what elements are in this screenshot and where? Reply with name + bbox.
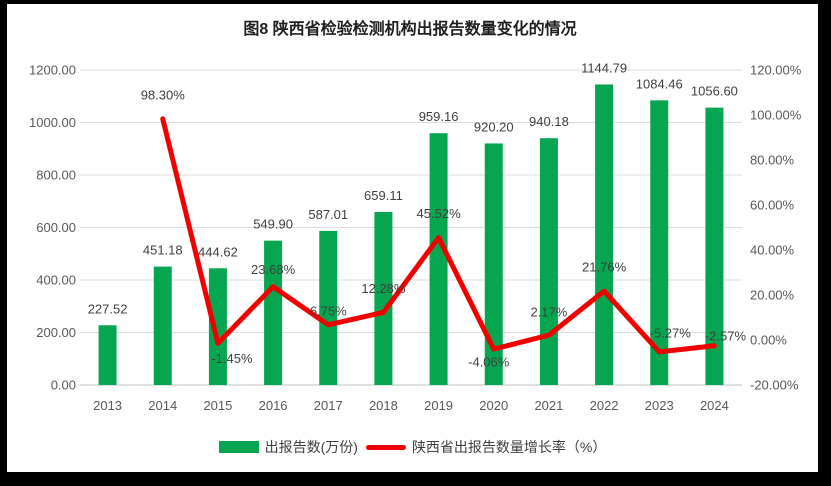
right-axis-tick-label: -20.00% <box>750 378 799 393</box>
bar-value-label: 549.90 <box>253 217 293 232</box>
right-axis-tick-label: 0.00% <box>750 333 787 348</box>
right-axis-tick-label: 60.00% <box>750 198 795 213</box>
left-axis-tick-label: 0.00 <box>51 378 76 393</box>
left-axis-tick-label: 800.00 <box>36 168 76 183</box>
legend-item-growth-rate: 陕西省出报告数量增长率（%） <box>365 437 607 457</box>
bar-value-label: 1084.46 <box>636 76 683 91</box>
left-axis-tick-label: 400.00 <box>36 273 76 288</box>
legend: 出报告数(万份) 陕西省出报告数量增长率（%） <box>7 437 818 457</box>
bar-value-label: 451.18 <box>143 243 183 258</box>
report-bar <box>484 143 503 385</box>
legend-line-label: 陕西省出报告数量增长率（%） <box>411 439 607 455</box>
year-label: 2024 <box>700 398 729 413</box>
report-bar <box>153 266 172 385</box>
growth-rate-label: -4.06% <box>468 355 510 370</box>
bar-value-label: 959.16 <box>419 109 459 124</box>
bar-value-label: 444.62 <box>198 244 238 259</box>
growth-rate-label: 12.28% <box>361 281 406 296</box>
bar-value-label: 1144.79 <box>581 60 627 75</box>
growth-rate-label: -2.57% <box>705 328 747 343</box>
growth-rate-label: 98.30% <box>141 87 186 102</box>
report-bar <box>705 107 724 385</box>
report-bar <box>429 133 448 385</box>
legend-line-swatch <box>365 444 406 450</box>
bar-value-label: 1056.60 <box>691 84 738 99</box>
year-label: 2020 <box>479 398 508 413</box>
report-bar <box>650 100 669 385</box>
year-label: 2018 <box>369 398 398 413</box>
growth-rate-label: 21.76% <box>582 260 627 275</box>
year-label: 2021 <box>534 398 563 413</box>
report-bar <box>264 240 283 385</box>
legend-item-reports: 出报告数(万份) <box>218 437 358 457</box>
report-bar <box>208 268 227 385</box>
left-axis-tick-label: 200.00 <box>36 325 76 340</box>
growth-rate-label: 2.17% <box>530 305 567 320</box>
growth-rate-label: 6.75% <box>310 303 347 318</box>
chart-title: 图8 陕西省检验检测机构出报告数量变化的情况 <box>243 19 576 38</box>
year-label: 2015 <box>203 398 232 413</box>
year-label: 2013 <box>93 398 122 413</box>
legend-bar-swatch <box>218 441 259 453</box>
right-axis-tick-label: 100.00% <box>750 108 802 123</box>
right-axis-tick-label: 20.00% <box>750 288 795 303</box>
report-bar <box>98 325 117 385</box>
left-axis-tick-label: 1000.00 <box>29 115 76 130</box>
report-bar <box>539 138 558 385</box>
bar-value-label: 227.52 <box>88 301 128 316</box>
chart-canvas <box>7 4 818 472</box>
legend-bar-label: 出报告数(万份) <box>264 439 358 455</box>
bar-value-label: 659.11 <box>364 188 403 203</box>
year-label: 2014 <box>148 398 177 413</box>
year-label: 2023 <box>645 398 674 413</box>
bar-value-label: 587.01 <box>308 207 348 222</box>
growth-rate-label: 23.68% <box>251 262 296 277</box>
growth-rate-label: -1.45% <box>211 351 253 366</box>
left-axis-tick-label: 600.00 <box>36 220 76 235</box>
growth-rate-label: 45.52% <box>417 206 462 221</box>
year-label: 2016 <box>259 398 288 413</box>
report-bar <box>319 230 338 385</box>
right-axis-tick-label: 120.00% <box>750 63 802 78</box>
report-bar <box>595 84 614 386</box>
left-axis-tick-label: 1200.00 <box>29 63 76 78</box>
year-label: 2019 <box>424 398 453 413</box>
year-label: 2022 <box>590 398 619 413</box>
growth-rate-line <box>160 116 717 355</box>
growth-rate-label: -5.27% <box>650 325 692 340</box>
year-label: 2017 <box>314 398 343 413</box>
report-bar <box>374 211 393 385</box>
right-axis-tick-label: 80.00% <box>750 153 795 168</box>
right-axis-tick-label: 40.00% <box>750 243 795 258</box>
bar-value-label: 940.18 <box>529 114 569 129</box>
bar-value-label: 920.20 <box>474 119 514 134</box>
